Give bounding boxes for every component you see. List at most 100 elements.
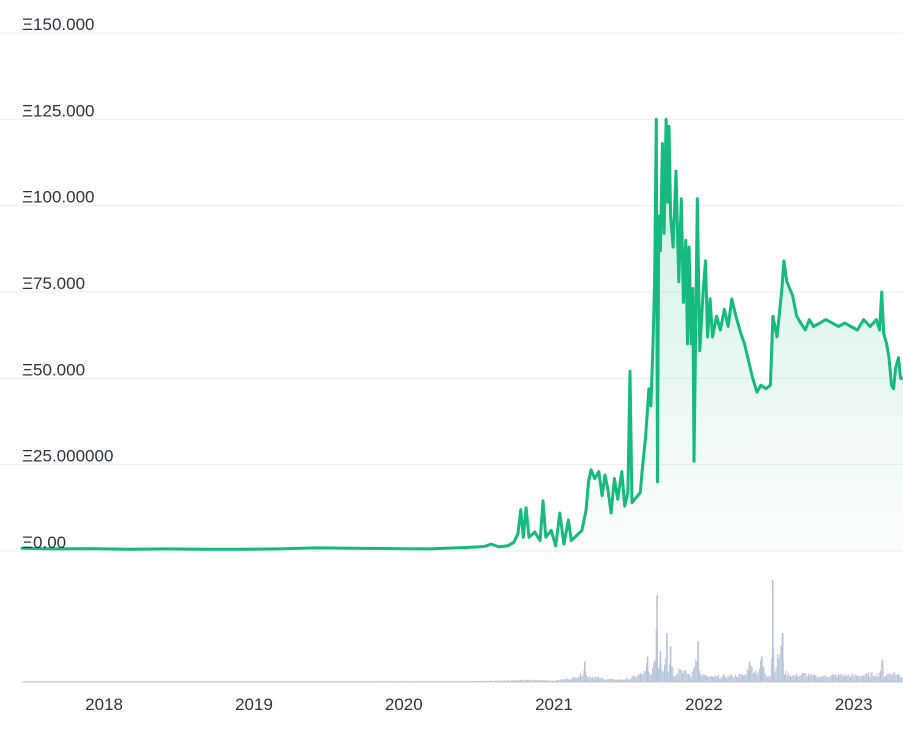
- y-tick-label: Ξ100.000: [22, 188, 95, 207]
- volume-bar: [493, 680, 495, 682]
- volume-bar: [396, 681, 398, 682]
- volume-spike: [772, 580, 774, 682]
- volume-bar: [103, 681, 105, 682]
- volume-bar: [436, 681, 437, 682]
- volume-bar: [49, 681, 51, 682]
- volume-bar: [800, 674, 802, 682]
- volume-bar: [504, 680, 506, 682]
- volume-bar: [637, 674, 639, 682]
- volume-bar: [160, 681, 161, 682]
- volume-bar: [798, 676, 800, 682]
- volume-bar: [456, 681, 458, 682]
- volume-bar: [109, 681, 111, 682]
- volume-bar: [50, 681, 52, 682]
- volume-bar: [344, 681, 346, 682]
- volume-bar: [454, 681, 455, 682]
- volume-bar: [576, 678, 578, 682]
- volume-bar: [550, 680, 551, 682]
- volume-bar: [865, 672, 867, 682]
- volume-bar: [878, 672, 880, 682]
- volume-bar: [803, 673, 805, 682]
- volume-bar: [900, 677, 902, 682]
- volume-bar: [676, 674, 677, 682]
- volume-bar: [466, 681, 467, 682]
- volume-bar: [830, 675, 832, 682]
- volume-bar: [442, 681, 443, 682]
- volume-bar: [80, 681, 82, 682]
- volume-bar: [78, 681, 80, 682]
- volume-bar: [169, 681, 171, 682]
- volume-bar: [754, 672, 755, 682]
- volume-bar: [546, 680, 548, 682]
- volume-bar: [696, 661, 698, 682]
- volume-bar: [470, 681, 472, 682]
- volume-bar: [522, 679, 524, 682]
- volume-bar: [874, 676, 875, 682]
- volume-bar: [248, 681, 250, 682]
- volume-bar: [260, 681, 262, 682]
- volume-bar: [132, 681, 134, 682]
- volume-bar: [53, 681, 55, 682]
- volume-bar: [287, 681, 289, 682]
- volume-spike: [881, 659, 884, 682]
- volume-bar: [245, 681, 247, 682]
- volume-bar: [461, 681, 463, 682]
- volume-bar: [846, 676, 848, 682]
- volume-bar: [503, 680, 505, 682]
- volume-bar: [485, 680, 487, 682]
- volume-bar: [764, 673, 766, 682]
- volume-bar: [602, 678, 604, 682]
- x-tick-label: 2018: [85, 695, 123, 714]
- volume-bar: [760, 660, 761, 682]
- volume-bar: [397, 681, 399, 682]
- volume-bar: [658, 668, 659, 682]
- volume-bar: [683, 670, 685, 682]
- volume-bar: [43, 681, 45, 682]
- volume-bar: [398, 681, 400, 682]
- volume-bar: [425, 681, 427, 682]
- volume-bar: [56, 681, 58, 682]
- volume-bar: [92, 681, 94, 682]
- volume-bar: [433, 681, 435, 682]
- volume-bar: [588, 676, 590, 682]
- volume-bar: [175, 681, 177, 682]
- volume-bar: [870, 672, 872, 682]
- volume-bar: [126, 681, 128, 682]
- volume-bar: [668, 664, 670, 682]
- volume-bar: [430, 681, 431, 682]
- volume-bar: [294, 681, 296, 682]
- volume-bar: [317, 681, 319, 682]
- volume-bar: [379, 681, 381, 682]
- volume-bar: [118, 681, 119, 682]
- volume-bar: [719, 678, 721, 682]
- volume-bar: [445, 681, 447, 682]
- volume-bar: [512, 680, 514, 682]
- volume-bar: [458, 681, 460, 682]
- volume-bar: [616, 680, 617, 682]
- volume-bar: [120, 681, 122, 682]
- x-tick-label: 2022: [685, 695, 723, 714]
- volume-bar: [488, 680, 490, 682]
- volume-bar: [437, 681, 439, 682]
- volume-bar: [443, 681, 445, 682]
- volume-bar: [505, 680, 507, 682]
- volume-bar: [144, 681, 146, 682]
- volume-bar: [810, 673, 812, 682]
- volume-bar: [186, 681, 188, 682]
- volume-bar: [244, 681, 245, 682]
- volume-bar: [575, 678, 577, 682]
- volume-bar: [449, 681, 451, 682]
- volume-bar: [494, 680, 496, 682]
- volume-bar: [541, 680, 543, 682]
- volume-bar: [571, 677, 573, 682]
- volume-bar: [179, 681, 181, 682]
- volume-bar: [869, 676, 871, 682]
- volume-bar: [482, 680, 484, 682]
- volume-bar: [104, 681, 106, 682]
- volume-bar: [391, 681, 393, 682]
- volume-bar: [638, 674, 640, 682]
- volume-bar: [88, 681, 89, 682]
- volume-bar: [610, 679, 611, 682]
- volume-bar: [263, 681, 265, 682]
- volume-bar: [689, 674, 691, 682]
